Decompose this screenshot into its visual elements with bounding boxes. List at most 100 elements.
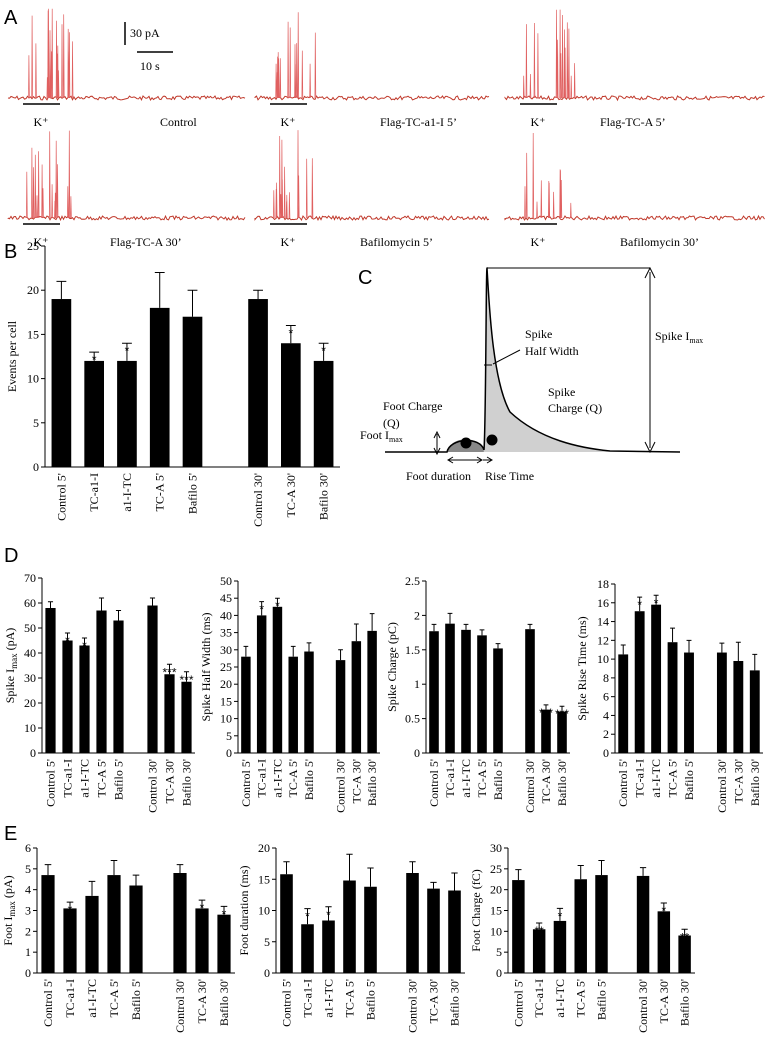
- bar: [684, 652, 694, 753]
- bar: [62, 640, 73, 753]
- bar: [164, 674, 175, 753]
- y-tick-label: 25: [220, 660, 232, 674]
- x-tick-label: a1-I-TC: [322, 979, 336, 1018]
- x-tick-label: a1-I-TC: [270, 759, 284, 798]
- bar: [313, 360, 334, 467]
- bar: [173, 873, 187, 973]
- significance: **: [534, 924, 544, 938]
- error-bar: [653, 594, 659, 605]
- y-tick-label: 20: [258, 841, 270, 855]
- bar: [113, 620, 124, 753]
- x-tick-label: TC-A 5': [343, 979, 357, 1018]
- error-bar: [318, 342, 329, 361]
- bar: [445, 623, 455, 753]
- x-tick-label: Bafilo 5': [491, 759, 505, 800]
- bar: [281, 343, 301, 467]
- x-tick-label: Control 30': [715, 759, 729, 813]
- error-bar: [176, 864, 184, 873]
- trace-noise: [504, 95, 765, 102]
- y-tick-label: 45: [220, 591, 232, 605]
- stimulus-label: K⁺: [281, 235, 296, 249]
- bar: [512, 880, 525, 973]
- bar: [427, 888, 440, 973]
- error-bar: [89, 351, 100, 361]
- error-bar: [154, 272, 165, 308]
- x-tick-label: TC-A 30': [195, 979, 209, 1024]
- x-tick-label: TC-A 30': [349, 759, 363, 804]
- diagram-label: Spike: [548, 385, 575, 399]
- x-tick-label: TC-a1-I: [255, 759, 269, 798]
- y-tick-label: 50: [24, 621, 36, 635]
- bar: [280, 874, 293, 973]
- bar: [678, 935, 691, 973]
- significance: *: [259, 603, 264, 617]
- significance: *: [288, 327, 293, 341]
- trace-noise: [504, 214, 765, 221]
- bar: [525, 629, 535, 753]
- scale-label: 30 pA: [130, 26, 160, 40]
- bar: [429, 631, 439, 753]
- trace-spikes: [26, 130, 72, 219]
- scale-label: 10 s: [140, 59, 160, 73]
- error-bar: [122, 342, 132, 361]
- y-tick-label: 8: [603, 671, 609, 685]
- error-bar: [515, 869, 522, 881]
- bar: [195, 908, 209, 973]
- trace-noise: [7, 95, 246, 102]
- panel-label: B: [4, 241, 17, 263]
- y-tick-label: 70: [24, 571, 36, 585]
- error-bar: [735, 641, 741, 661]
- bar: [41, 875, 55, 973]
- error-bar: [637, 596, 643, 612]
- diagram-label: (Q): [383, 416, 400, 430]
- significance: *: [661, 904, 666, 918]
- diagram-label: Half Width: [525, 344, 579, 358]
- bar: [343, 880, 356, 973]
- y-tick-label: 1.5: [405, 643, 420, 657]
- bar: [733, 660, 744, 753]
- bar: [493, 648, 503, 753]
- error-bar: [598, 860, 605, 876]
- x-tick-label: Control 30': [523, 759, 537, 813]
- x-tick-label: TC-a1-I: [301, 979, 315, 1018]
- error-bar: [495, 643, 501, 649]
- bar: [557, 711, 567, 753]
- bar: [322, 920, 335, 973]
- bar: [634, 611, 645, 753]
- error-bar: [306, 642, 312, 652]
- bar: [256, 615, 267, 753]
- y-tick-label: 15: [27, 327, 39, 341]
- arrow-head: [433, 430, 441, 456]
- significance: ***: [179, 673, 193, 687]
- error-bar: [536, 922, 543, 930]
- trace-spikes: [273, 130, 314, 219]
- significance: *: [68, 903, 73, 917]
- error-bar: [47, 601, 54, 608]
- y-tick-label: 20: [490, 883, 502, 897]
- x-tick-label: TC-A 30': [731, 759, 745, 804]
- error-bar: [346, 853, 353, 881]
- error-bar: [325, 906, 332, 921]
- stimulus-label: K⁺: [34, 115, 49, 129]
- y-tick-label: 10: [597, 652, 609, 666]
- x-tick-label: TC-A 5': [153, 473, 167, 512]
- error-bar: [479, 629, 485, 636]
- x-tick-label: Bafilo 5': [682, 759, 696, 800]
- error-bar: [304, 908, 311, 925]
- error-bar: [447, 612, 453, 624]
- y-tick-label: 0: [30, 746, 36, 760]
- bar: [749, 670, 760, 753]
- trace-noise: [7, 214, 246, 222]
- bar: [272, 606, 283, 753]
- bar: [241, 656, 251, 753]
- error-bar: [81, 637, 88, 646]
- x-tick-label: Bafilo 30': [678, 979, 692, 1026]
- x-tick-label: TC-A 5': [666, 759, 680, 798]
- error-bar: [752, 653, 758, 671]
- x-tick-label: Bafilo 30': [180, 759, 194, 806]
- significance: *: [321, 344, 326, 358]
- y-tick-label: 10: [24, 721, 36, 735]
- y-tick-label: 20: [27, 283, 39, 297]
- bar: [477, 635, 487, 753]
